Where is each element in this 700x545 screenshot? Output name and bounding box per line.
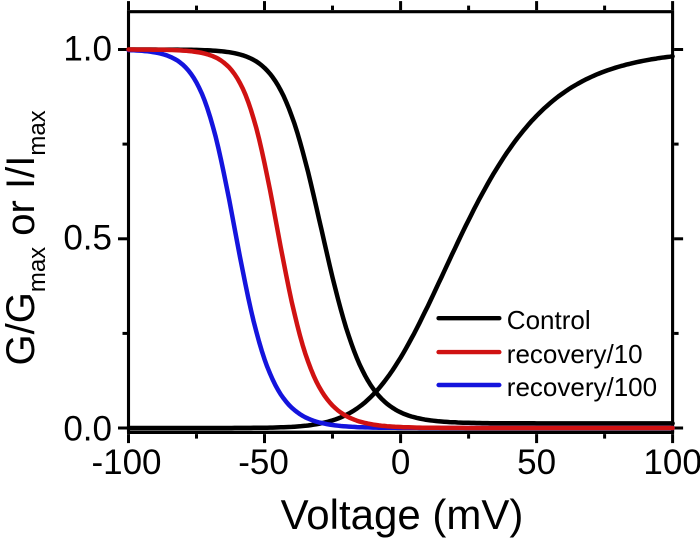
svg-text:Control: Control bbox=[507, 305, 591, 335]
svg-text:Voltage (mV): Voltage (mV) bbox=[281, 491, 524, 538]
svg-text:0.0: 0.0 bbox=[63, 409, 112, 448]
svg-text:100: 100 bbox=[643, 443, 700, 482]
svg-text:-50: -50 bbox=[238, 443, 289, 482]
svg-text:0: 0 bbox=[391, 443, 410, 482]
svg-text:50: 50 bbox=[517, 443, 556, 482]
svg-text:recovery/10: recovery/10 bbox=[507, 339, 643, 369]
svg-text:recovery/100: recovery/100 bbox=[507, 372, 657, 402]
svg-text:-100: -100 bbox=[91, 443, 161, 482]
svg-text:1.0: 1.0 bbox=[63, 30, 112, 69]
svg-text:0.5: 0.5 bbox=[63, 219, 112, 258]
